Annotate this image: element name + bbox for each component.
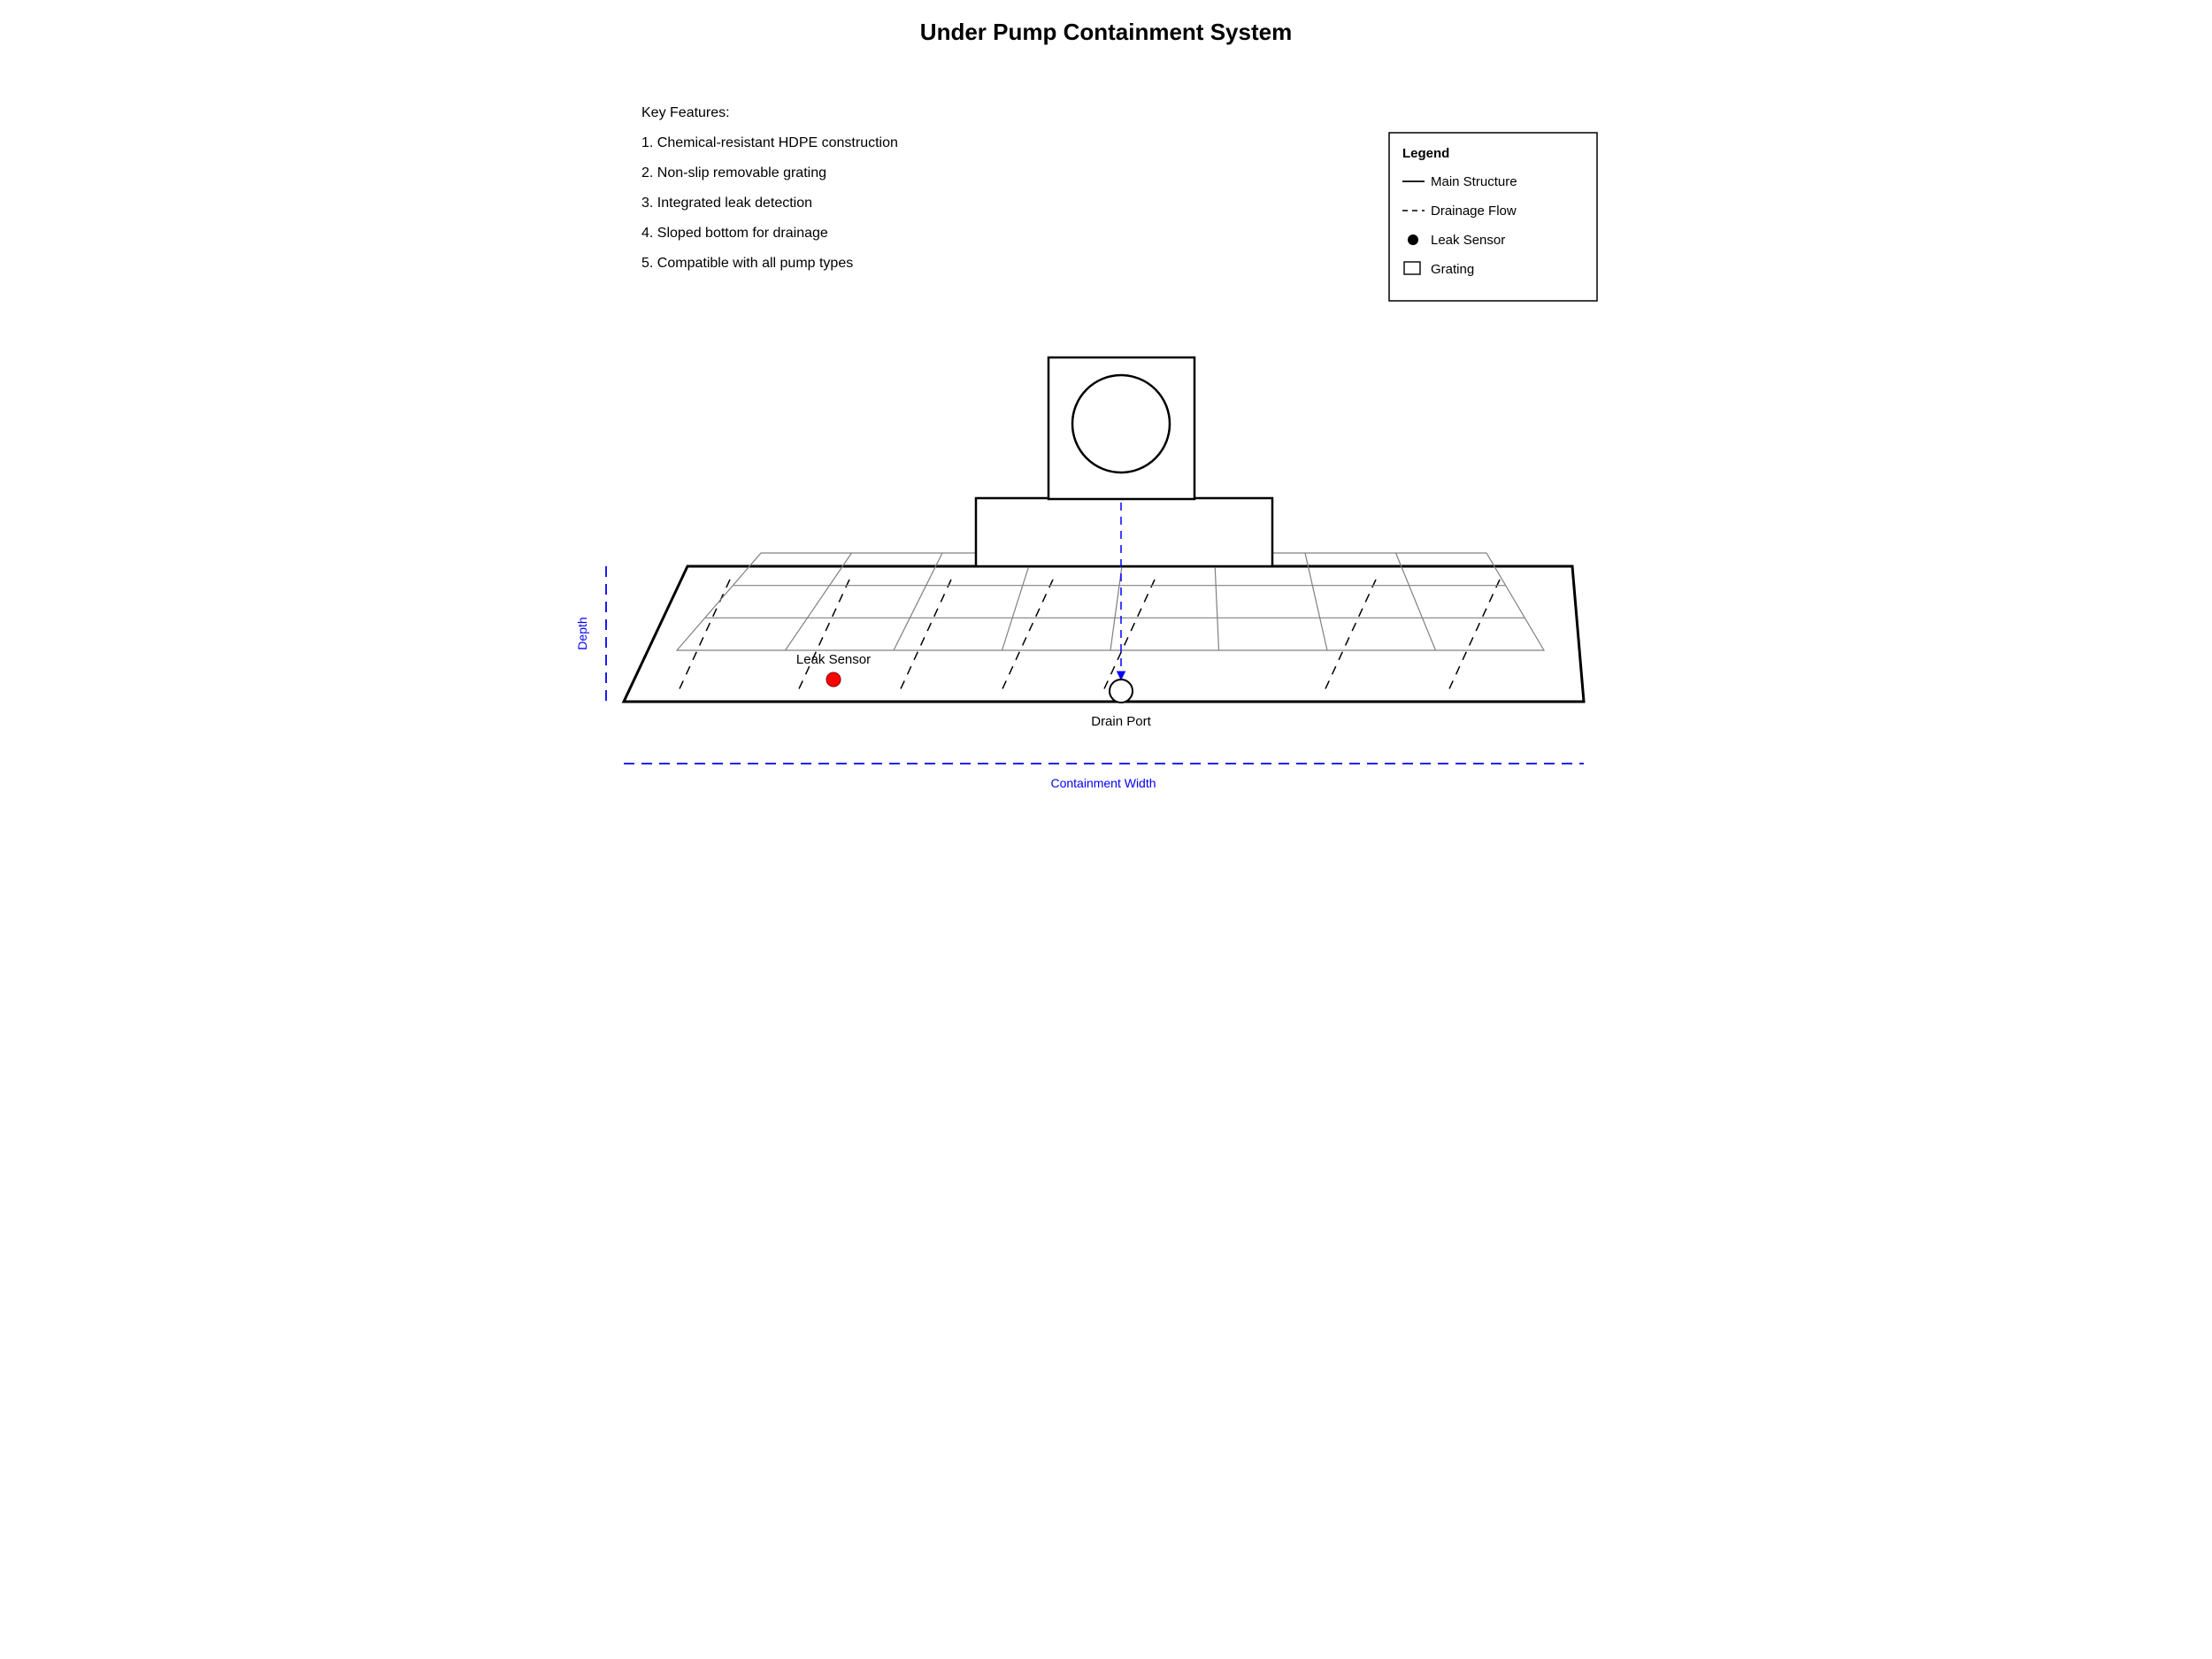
- leak-sensor-dot: [826, 672, 841, 687]
- containment-outline: [624, 566, 1584, 702]
- legend-leak-sensor-icon: [1408, 234, 1418, 245]
- feature-item: 1. Chemical-resistant HDPE construction: [641, 135, 898, 150]
- legend-item-label: Main Structure: [1431, 174, 1517, 189]
- legend-item-label: Leak Sensor: [1431, 233, 1505, 248]
- drainage-line: [796, 580, 849, 695]
- drainage-line: [1323, 580, 1376, 695]
- drain-port-label: Drain Port: [1091, 714, 1151, 729]
- dimensions: [606, 566, 1584, 764]
- ports-sensors: [826, 672, 1133, 703]
- legend-box: Legend Main Structure Drainage Flow Leak…: [1389, 133, 1597, 301]
- drainage-line: [1000, 580, 1053, 695]
- pump-base: [976, 498, 1272, 566]
- svg-root: Under Pump Containment System Key Featur…: [553, 0, 1659, 830]
- page-title: Under Pump Containment System: [920, 19, 1292, 45]
- feature-item: 5. Compatible with all pump types: [641, 256, 853, 271]
- drain-port: [1110, 680, 1133, 703]
- drainage-line: [1447, 580, 1500, 695]
- pump-body: [1048, 357, 1194, 499]
- drainage-line: [898, 580, 951, 695]
- features-heading: Key Features:: [641, 105, 730, 120]
- containment-tray: [624, 566, 1584, 702]
- leak-sensor-label: Leak Sensor: [796, 652, 871, 667]
- depth-dim-label: Depth: [575, 617, 589, 649]
- drainage-line: [677, 580, 730, 695]
- legend-item-label: Drainage Flow: [1431, 204, 1517, 219]
- legend-grating-icon: [1404, 262, 1420, 274]
- features-block: Key Features: 1. Chemical-resistant HDPE…: [641, 105, 898, 271]
- feature-item: 4. Sloped bottom for drainage: [641, 226, 828, 241]
- legend-item-label: Grating: [1431, 262, 1474, 277]
- legend-title: Legend: [1402, 146, 1449, 161]
- drainage-pattern: [677, 580, 1500, 695]
- feature-item: 3. Integrated leak detection: [641, 196, 812, 211]
- width-dim-label: Containment Width: [1050, 776, 1156, 790]
- diagram-canvas: Under Pump Containment System Key Featur…: [553, 0, 1659, 830]
- feature-item: 2. Non-slip removable grating: [641, 165, 826, 180]
- drainage-line: [1102, 580, 1155, 695]
- pump-assembly: [976, 357, 1272, 566]
